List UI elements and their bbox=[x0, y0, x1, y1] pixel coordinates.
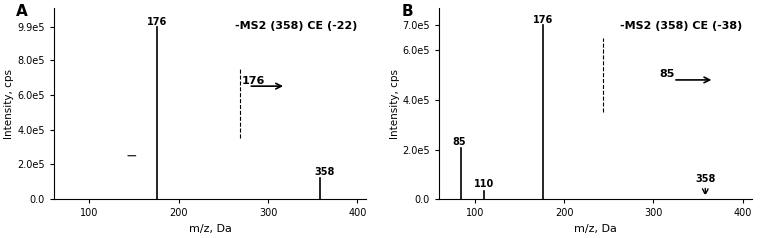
Text: 358: 358 bbox=[314, 168, 334, 178]
Text: 85: 85 bbox=[659, 69, 675, 79]
X-axis label: m/z, Da: m/z, Da bbox=[189, 224, 232, 234]
Text: -MS2 (358) CE (-38): -MS2 (358) CE (-38) bbox=[620, 21, 743, 31]
Text: -MS2 (358) CE (-22): -MS2 (358) CE (-22) bbox=[235, 21, 357, 31]
Text: 176: 176 bbox=[241, 76, 265, 86]
Text: 110: 110 bbox=[474, 179, 493, 189]
Text: B: B bbox=[402, 4, 413, 19]
Text: 176: 176 bbox=[147, 17, 168, 27]
Text: 85: 85 bbox=[453, 137, 467, 147]
Text: A: A bbox=[16, 4, 28, 19]
Text: 358: 358 bbox=[695, 174, 715, 184]
Text: 176: 176 bbox=[532, 15, 553, 25]
X-axis label: m/z, Da: m/z, Da bbox=[574, 224, 617, 234]
Y-axis label: Intensity, cps: Intensity, cps bbox=[389, 69, 399, 139]
Y-axis label: Intensity, cps: Intensity, cps bbox=[4, 69, 15, 139]
